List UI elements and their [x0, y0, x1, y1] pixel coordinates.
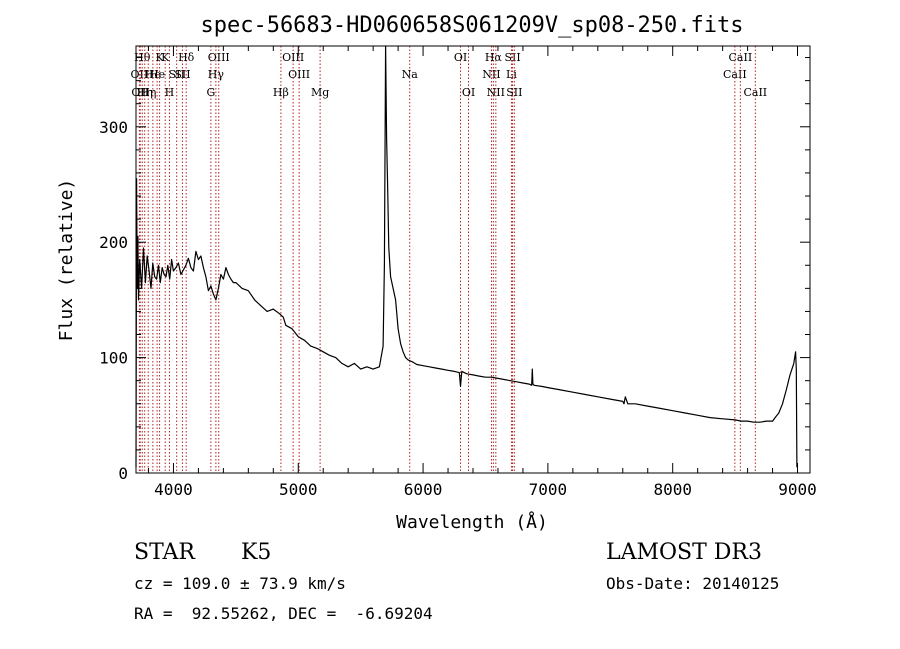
x-tick-label: 9000 — [778, 480, 817, 499]
x-tick-label: 4000 — [154, 480, 193, 499]
line-marker-label: Hθ — [134, 51, 151, 64]
spectrum-chart: spec-56683-HD060658S061209V_sp08-250.fit… — [56, 13, 817, 533]
line-marker-label: H — [165, 86, 175, 99]
survey-name: LAMOST DR3 — [606, 540, 762, 565]
line-marker-label: NII — [482, 68, 500, 81]
line-marker-label: SII — [174, 68, 190, 81]
plot-frame — [135, 45, 811, 474]
line-marker-label: OIII — [288, 68, 310, 81]
y-tick-label: 0 — [118, 464, 128, 483]
line-marker-label: OI — [462, 86, 475, 99]
line-marker-label: CaII — [723, 68, 747, 81]
line-marker-label: Hη — [140, 86, 156, 99]
line-marker-label: Li — [506, 68, 517, 81]
line-marker-label: He — [149, 68, 165, 81]
line-marker-label: Mg — [311, 86, 329, 99]
line-marker-label: Hβ — [273, 86, 289, 99]
obs-date: Obs-Date: 20140125 — [606, 574, 780, 593]
line-marker-label: OIII — [282, 51, 304, 64]
x-axis-label: Wavelength (Å) — [396, 511, 548, 533]
line-marker-label: Hδ — [178, 51, 195, 64]
line-marker-label: K — [161, 51, 170, 64]
line-marker-label: SII — [504, 51, 520, 64]
spectral-subclass: K5 — [241, 540, 272, 565]
object-type: STAR — [134, 540, 195, 565]
y-tick-label: 100 — [99, 349, 128, 368]
line-marker-label: Hγ — [208, 68, 225, 81]
line-marker-label: NII — [487, 86, 505, 99]
line-marker-label: SII — [506, 86, 522, 99]
axis-ticks: 4000 5000 6000 7000 8000 9000 0 100 200 300 — [99, 46, 817, 499]
coordinates: RA = 92.55262, DEC = -6.69204 — [134, 604, 433, 623]
chart-title: spec-56683-HD060658S061209V_sp08-250.fit… — [200, 13, 743, 38]
y-tick-label: 200 — [99, 233, 128, 252]
spectral-line-markers: OIIOIIHθHηHηHeHeKKHSIISIIHδGHγOIIIHβOIII… — [131, 46, 767, 473]
line-marker-label: OII — [131, 68, 149, 81]
line-marker-label: OIII — [208, 51, 230, 64]
redshift-readout: cz = 109.0 ± 73.9 km/s — [134, 574, 346, 593]
line-marker-label: SII — [169, 68, 185, 81]
line-marker-label: OI — [454, 51, 467, 64]
line-marker-label: Na — [402, 68, 419, 81]
y-axis-label: Flux (relative) — [56, 179, 77, 342]
x-tick-label: 6000 — [404, 480, 443, 499]
x-tick-label: 7000 — [529, 480, 568, 499]
line-marker-label: CaII — [743, 86, 767, 99]
y-tick-label: 300 — [99, 118, 128, 137]
x-tick-label: 8000 — [653, 480, 692, 499]
x-tick-label: 5000 — [279, 480, 318, 499]
line-marker-label: Hα — [485, 51, 503, 64]
line-marker-label: G — [206, 86, 215, 99]
line-marker-label: CaII — [729, 51, 753, 64]
line-marker-label: Hη — [137, 86, 153, 99]
line-marker-label: K — [155, 51, 164, 64]
spectrum-line — [135, 45, 798, 468]
